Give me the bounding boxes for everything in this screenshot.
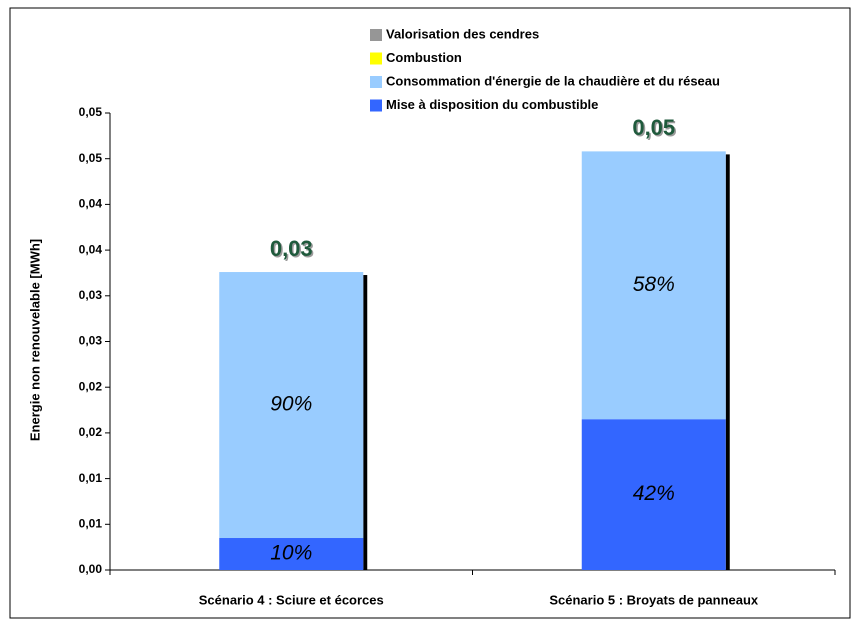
- legend-label: Valorisation des cendres: [386, 26, 539, 41]
- legend-label: Combustion: [386, 50, 462, 65]
- bar-shadow: [725, 154, 730, 570]
- legend-swatch: [370, 76, 382, 88]
- legend-swatch: [370, 52, 382, 65]
- bar-segment: [581, 151, 726, 420]
- y-tick-label: 0,03: [79, 334, 103, 348]
- segment-label: 90%: [270, 393, 312, 416]
- bar-segment: [219, 272, 364, 539]
- y-tick-label: 0,05: [79, 105, 103, 119]
- total-label: 0,03: [270, 236, 313, 261]
- segment-label: 58%: [633, 273, 675, 296]
- y-tick-label: 0,02: [79, 379, 103, 393]
- legend-label: Consommation d'énergie de la chaudière e…: [386, 73, 720, 88]
- segment-label: 42%: [633, 482, 675, 505]
- y-tick-label: 0,01: [79, 516, 103, 530]
- y-tick-label: 0,04: [79, 242, 103, 256]
- segment-label: 10%: [270, 542, 312, 565]
- bar-segment: [581, 419, 726, 570]
- legend-swatch: [370, 29, 382, 41]
- y-tick-label: 0,02: [79, 425, 103, 439]
- bar-shadow: [363, 275, 368, 570]
- y-tick-label: 0,01: [79, 471, 103, 485]
- total-label-shadow: 0,05: [634, 117, 677, 142]
- y-tick-label: 0,05: [79, 151, 103, 165]
- x-tick-label: Scénario 4 : Sciure et écorces: [199, 592, 384, 607]
- total-label: 0,05: [632, 115, 675, 140]
- x-tick-label: Scénario 5 : Broyats de panneaux: [549, 592, 759, 607]
- legend-label: Mise à disposition du combustible: [386, 97, 598, 112]
- legend-swatch: [370, 99, 382, 112]
- y-tick-label: 0,04: [79, 197, 103, 211]
- total-label-shadow: 0,03: [271, 237, 314, 262]
- y-axis-label: Energie non renouvelable [MWh]: [27, 239, 42, 441]
- y-tick-label: 0,00: [79, 562, 103, 576]
- y-tick-label: 0,03: [79, 288, 103, 302]
- bar-segment: [219, 538, 364, 570]
